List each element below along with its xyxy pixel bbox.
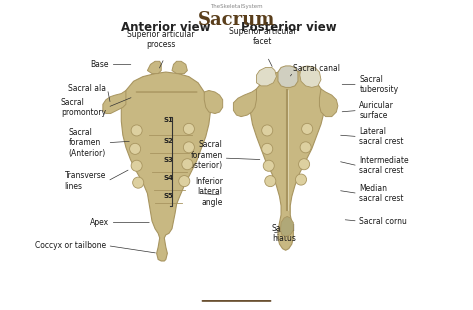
Text: S1: S1 (163, 117, 173, 123)
Circle shape (184, 142, 194, 153)
Text: Sacral
foramen
(Posterior): Sacral foramen (Posterior) (183, 140, 223, 170)
Text: Lateral
sacral crest: Lateral sacral crest (359, 127, 404, 146)
Text: Median
sacral crest: Median sacral crest (359, 184, 404, 203)
Text: Base: Base (90, 60, 109, 69)
Circle shape (184, 123, 194, 135)
Text: Transverse
lines: Transverse lines (64, 171, 106, 191)
Text: Superior articular
process: Superior articular process (128, 30, 195, 49)
Text: Superior articular
facet: Superior articular facet (229, 27, 297, 46)
Circle shape (262, 143, 273, 154)
Polygon shape (250, 70, 324, 250)
Text: Coccyx or tailbone: Coccyx or tailbone (35, 241, 106, 250)
Text: Sacral ala: Sacral ala (68, 84, 106, 93)
Text: Apex: Apex (90, 218, 109, 227)
Text: Sacral
hiatus: Sacral hiatus (272, 224, 296, 243)
Text: Anterior view: Anterior view (121, 21, 210, 34)
Text: Sacrum: Sacrum (198, 11, 275, 29)
Text: TheSkeletalSystem: TheSkeletalSystem (210, 4, 263, 10)
Text: Sacral canal: Sacral canal (293, 64, 341, 73)
Circle shape (131, 125, 142, 136)
Polygon shape (319, 89, 338, 117)
Polygon shape (234, 89, 256, 117)
Polygon shape (103, 91, 126, 113)
Circle shape (265, 175, 276, 187)
Text: Sacral cornu: Sacral cornu (359, 217, 407, 226)
Polygon shape (256, 68, 276, 86)
Polygon shape (300, 66, 321, 87)
Text: Sacral
foramen
(Anterior): Sacral foramen (Anterior) (69, 128, 106, 157)
Text: S5: S5 (164, 193, 173, 199)
Circle shape (179, 175, 190, 187)
Polygon shape (121, 72, 210, 261)
Circle shape (182, 159, 193, 170)
Text: S4: S4 (163, 175, 173, 181)
Text: Posterior view: Posterior view (241, 21, 337, 34)
Text: Intermediate
sacral crest: Intermediate sacral crest (359, 156, 409, 175)
Text: Inferior
lateral
angle: Inferior lateral angle (195, 177, 223, 207)
Circle shape (298, 159, 310, 170)
Text: Sacral
promontory: Sacral promontory (61, 98, 106, 117)
Circle shape (132, 177, 144, 188)
Polygon shape (278, 66, 298, 87)
Text: Sacral
tuberosity: Sacral tuberosity (359, 75, 399, 94)
Polygon shape (148, 61, 161, 73)
Text: S2: S2 (164, 138, 173, 144)
Circle shape (262, 125, 273, 136)
Circle shape (263, 160, 274, 171)
Polygon shape (280, 216, 293, 237)
Text: S3: S3 (163, 157, 173, 163)
Polygon shape (204, 91, 223, 113)
Text: Auricular
surface: Auricular surface (359, 101, 394, 120)
Circle shape (302, 123, 313, 135)
Circle shape (131, 160, 142, 171)
Polygon shape (172, 61, 187, 73)
Circle shape (300, 142, 311, 153)
Circle shape (296, 174, 307, 185)
Circle shape (130, 143, 140, 154)
